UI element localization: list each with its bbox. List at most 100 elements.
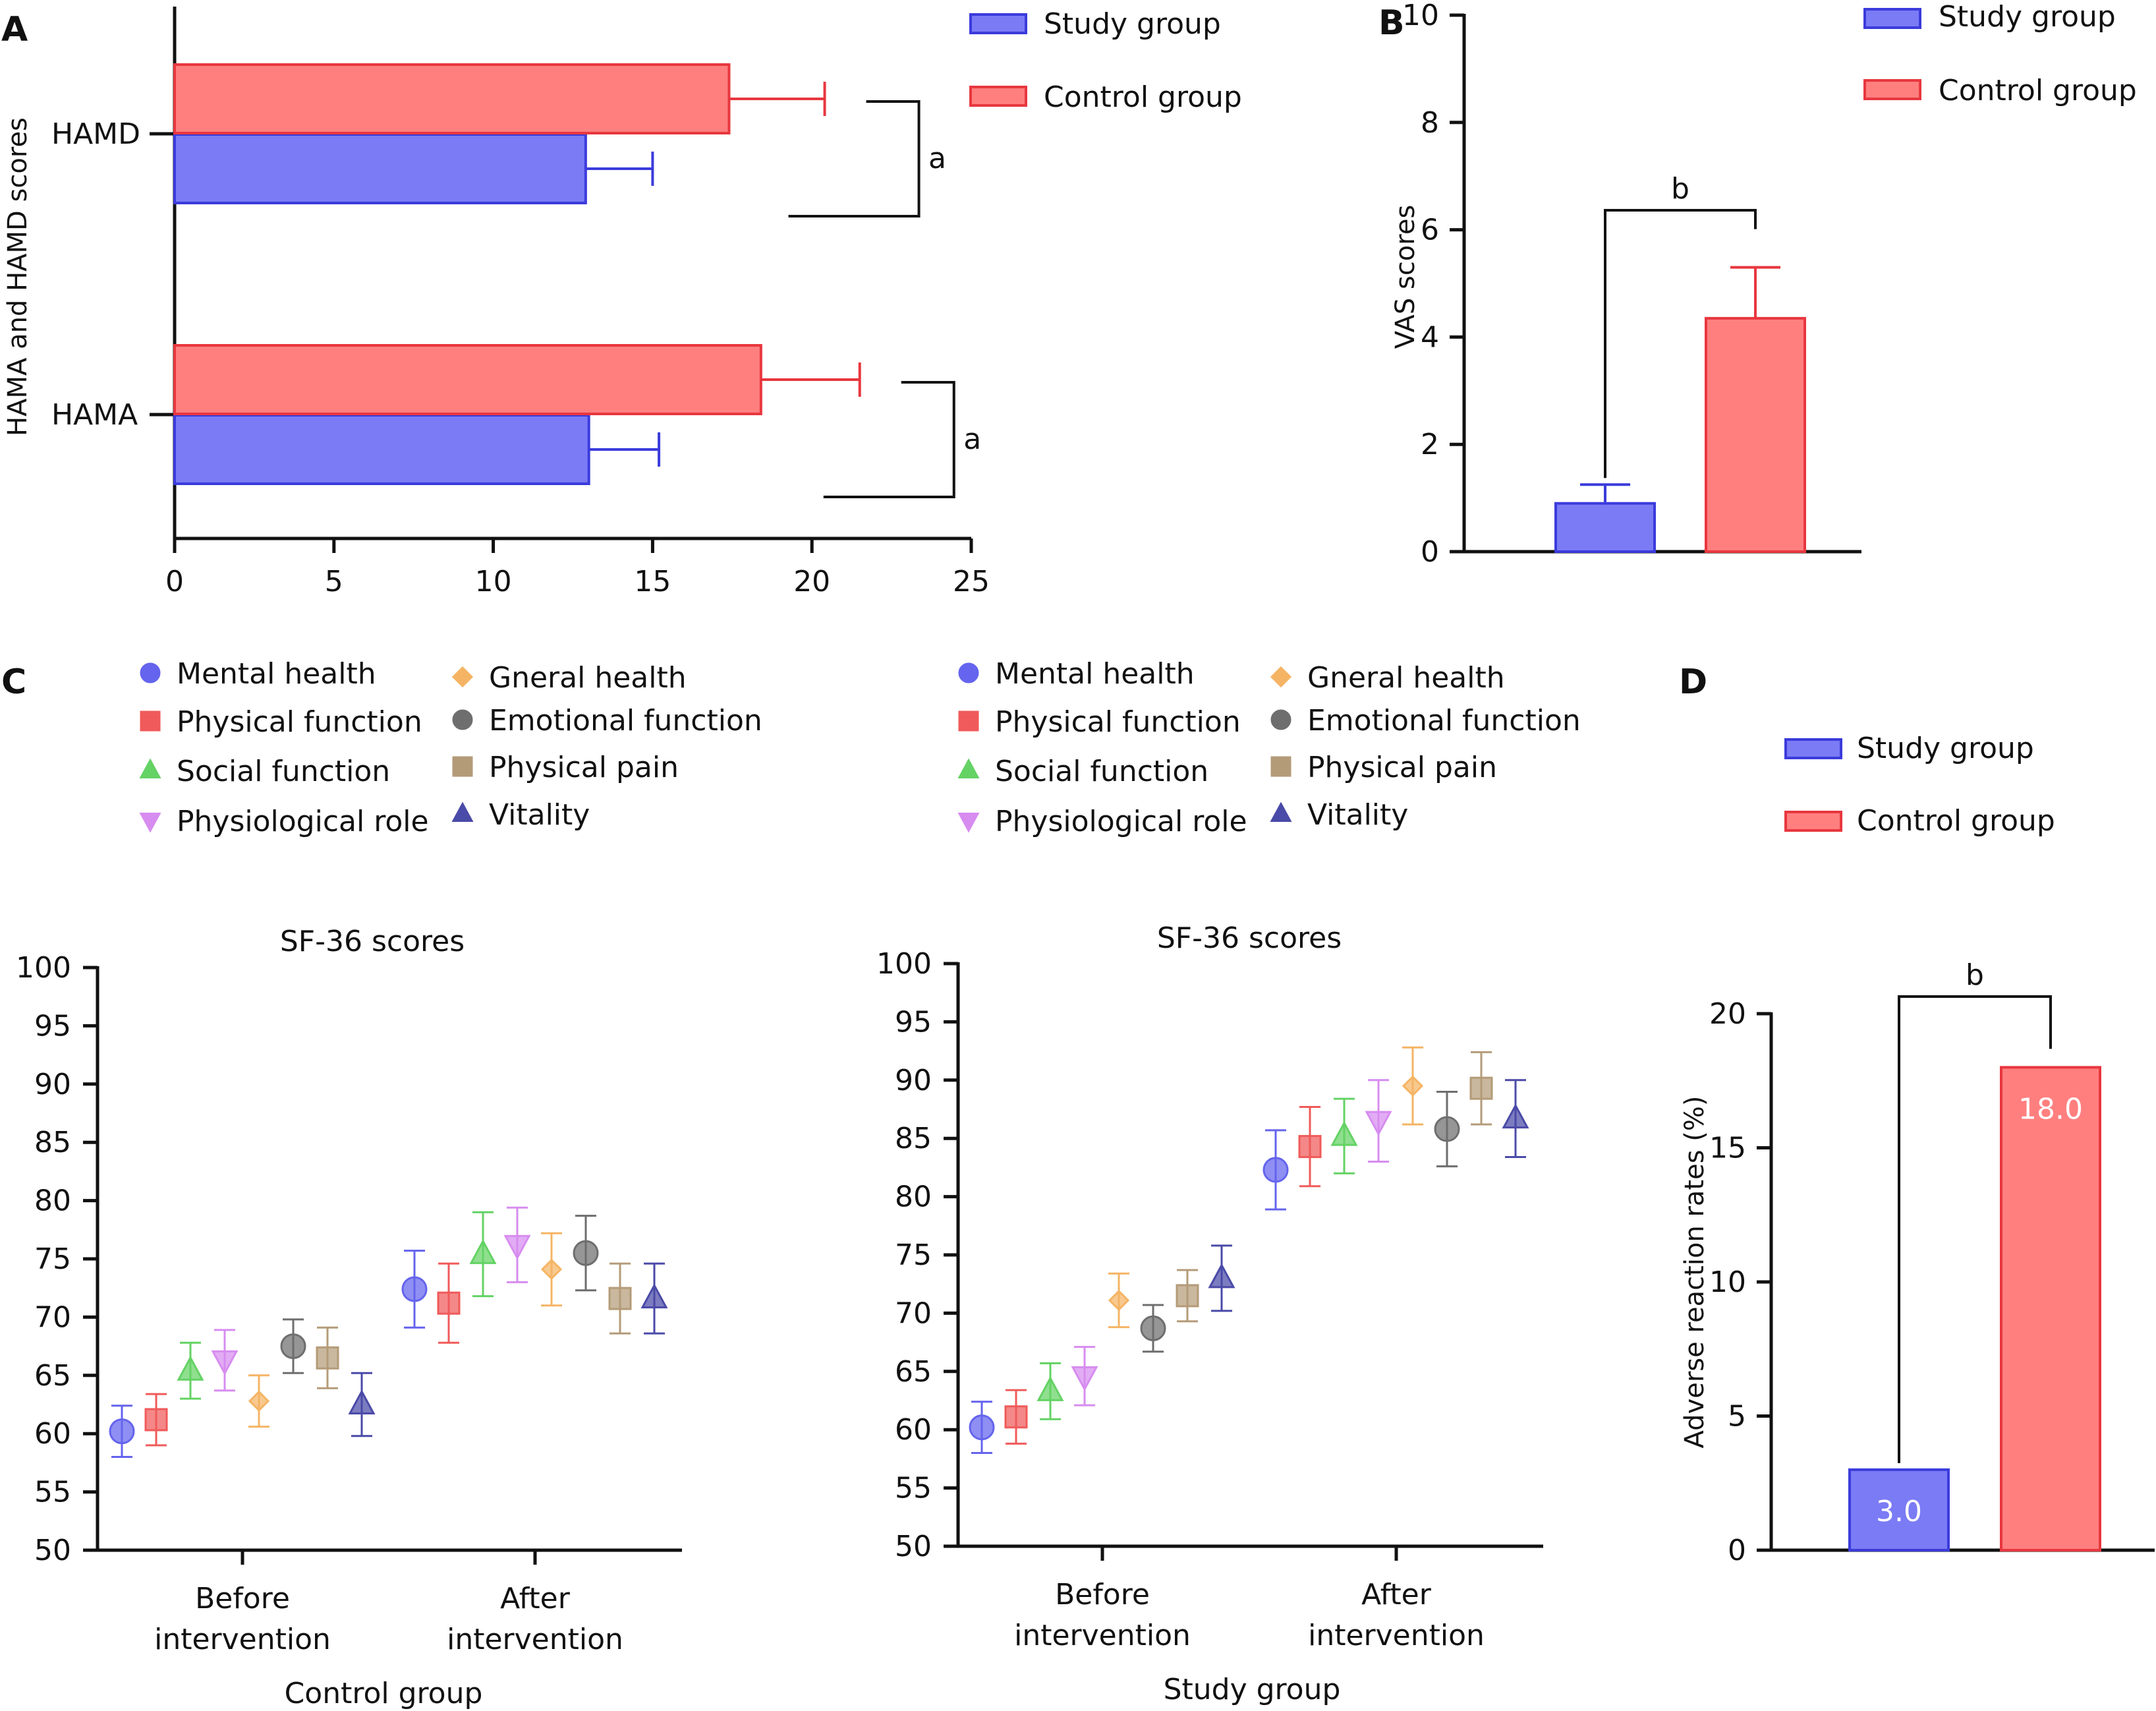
significance-bracket <box>823 381 955 498</box>
y-tick-label: 5 <box>1728 1400 1746 1434</box>
panel-a-letter: A <box>1 10 28 49</box>
sf36-left-xlabel: Control group <box>285 1677 483 1710</box>
y-tick-label: 75 <box>34 1242 71 1276</box>
legend-marker <box>957 758 980 778</box>
panel-b-legend: Study group Control group <box>1863 0 2137 107</box>
data-point <box>1208 1263 1235 1289</box>
y-tick-label: 60 <box>895 1413 932 1447</box>
data-point <box>248 1390 270 1412</box>
data-point <box>144 1408 168 1432</box>
data-point <box>1298 1135 1322 1159</box>
y-tick-label: 80 <box>895 1180 932 1214</box>
data-label: 18.0 <box>2018 1092 2083 1126</box>
legend-control-swatch <box>1863 79 1921 100</box>
data-point <box>573 1240 599 1266</box>
data-point <box>1176 1284 1199 1308</box>
data-point <box>109 1418 135 1445</box>
significance-label: b <box>1966 958 1984 992</box>
data-point <box>469 1238 497 1264</box>
legend-marker <box>139 813 161 833</box>
legend-marker <box>957 813 980 833</box>
panel-d-ylabel: Adverse reaction rates (%) <box>1680 1096 1710 1449</box>
legend-marker <box>451 666 474 688</box>
panel-c-letter: C <box>1 662 26 702</box>
panel-a-legend: Study group Control group <box>969 7 1242 114</box>
x-tick-label: 20 <box>793 565 830 598</box>
y-tick-label: 65 <box>34 1359 71 1393</box>
legend-marker <box>452 756 473 777</box>
legend-study-swatch <box>1784 738 1842 759</box>
y-tick-label: 100 <box>876 947 932 981</box>
data-point <box>1140 1315 1166 1341</box>
bar <box>2000 1066 2101 1552</box>
data-point <box>1469 1076 1493 1100</box>
legend-study-label: Study group <box>1939 0 2116 34</box>
significance-bracket <box>788 100 921 218</box>
legend-marker <box>140 662 161 683</box>
data-point <box>1071 1366 1098 1391</box>
x-tick-label: intervention <box>447 1623 623 1656</box>
x-tick-label: 5 <box>325 565 343 598</box>
y-tick-label: 75 <box>895 1238 932 1272</box>
bar <box>1554 502 1656 553</box>
x-tick-label: After <box>500 1582 571 1615</box>
data-point <box>608 1287 632 1310</box>
panel-c: C Mental health Physical function Social f… <box>1 657 1581 1710</box>
data-point <box>401 1276 428 1302</box>
y-tick-label: 6 <box>1421 214 1439 247</box>
panel-a-ylabel: HAMA and HAMD scores <box>3 117 33 436</box>
bar <box>173 63 731 134</box>
x-tick-label: 25 <box>953 565 990 598</box>
bar <box>173 414 590 485</box>
legend-marker <box>1270 756 1291 777</box>
data-point <box>280 1333 306 1360</box>
legend-marker <box>958 710 979 732</box>
legend-label: Physical function <box>995 705 1241 739</box>
sf36-right-xlabel: Study group <box>1164 1673 1341 1706</box>
y-tick-label: 0 <box>1421 535 1439 569</box>
y-tick-label: 60 <box>34 1417 71 1451</box>
data-point <box>640 1283 668 1309</box>
data-point <box>1402 1075 1424 1097</box>
significance-label: a <box>928 142 946 175</box>
x-tick-label: After <box>1361 1578 1432 1611</box>
data-point <box>503 1234 531 1260</box>
legend-control-label: Control group <box>1939 74 2137 107</box>
legend-label: Mental health <box>995 657 1195 691</box>
x-tick-label: intervention <box>1308 1619 1485 1652</box>
legend-study-label: Study group <box>1857 732 2034 765</box>
x-tick-label: 10 <box>475 565 512 598</box>
significance-label: a <box>963 422 981 456</box>
significance-bracket <box>1898 995 2052 1463</box>
legend-marker <box>958 662 979 683</box>
data-point <box>969 1414 995 1441</box>
x-tick-label: 15 <box>634 565 671 598</box>
x-tick-label: Before <box>1055 1578 1150 1611</box>
y-tick-label: 50 <box>895 1530 932 1563</box>
legend-study-swatch <box>969 13 1027 34</box>
sf36-right-title: SF-36 scores <box>1157 921 1342 955</box>
legend-label: Emotional function <box>1307 704 1581 738</box>
legend-label: Emotional function <box>489 704 762 738</box>
legend-label: Mental health <box>177 657 376 691</box>
y-tick-label: 2 <box>1421 428 1439 461</box>
sf36-left-title: SF-36 scores <box>280 925 465 958</box>
legend-label: Physical pain <box>1307 751 1497 784</box>
legend-label: Vitality <box>489 798 590 832</box>
panel-b-ylabel: VAS scores <box>1390 205 1421 349</box>
panel-d-letter: D <box>1679 662 1707 702</box>
legend-marker <box>1270 666 1292 688</box>
y-tick-label: 65 <box>895 1355 932 1389</box>
legend-label: Physiological role <box>177 805 429 838</box>
y-tick-label: 80 <box>34 1184 71 1218</box>
sf36-legend-right: Mental health Physical function Social fun… <box>957 657 1581 838</box>
data-point <box>1434 1116 1460 1142</box>
legend-marker <box>140 710 161 732</box>
legend-label: Social function <box>177 755 390 788</box>
y-tick-label: 0 <box>1728 1534 1746 1567</box>
legend-marker <box>452 709 473 730</box>
legend-control-label: Control group <box>1044 80 1242 114</box>
y-tick-label: 10 <box>1709 1265 1746 1299</box>
legend-control-swatch <box>969 86 1027 107</box>
panel-d-legend: Study group Control group <box>1784 732 2055 838</box>
